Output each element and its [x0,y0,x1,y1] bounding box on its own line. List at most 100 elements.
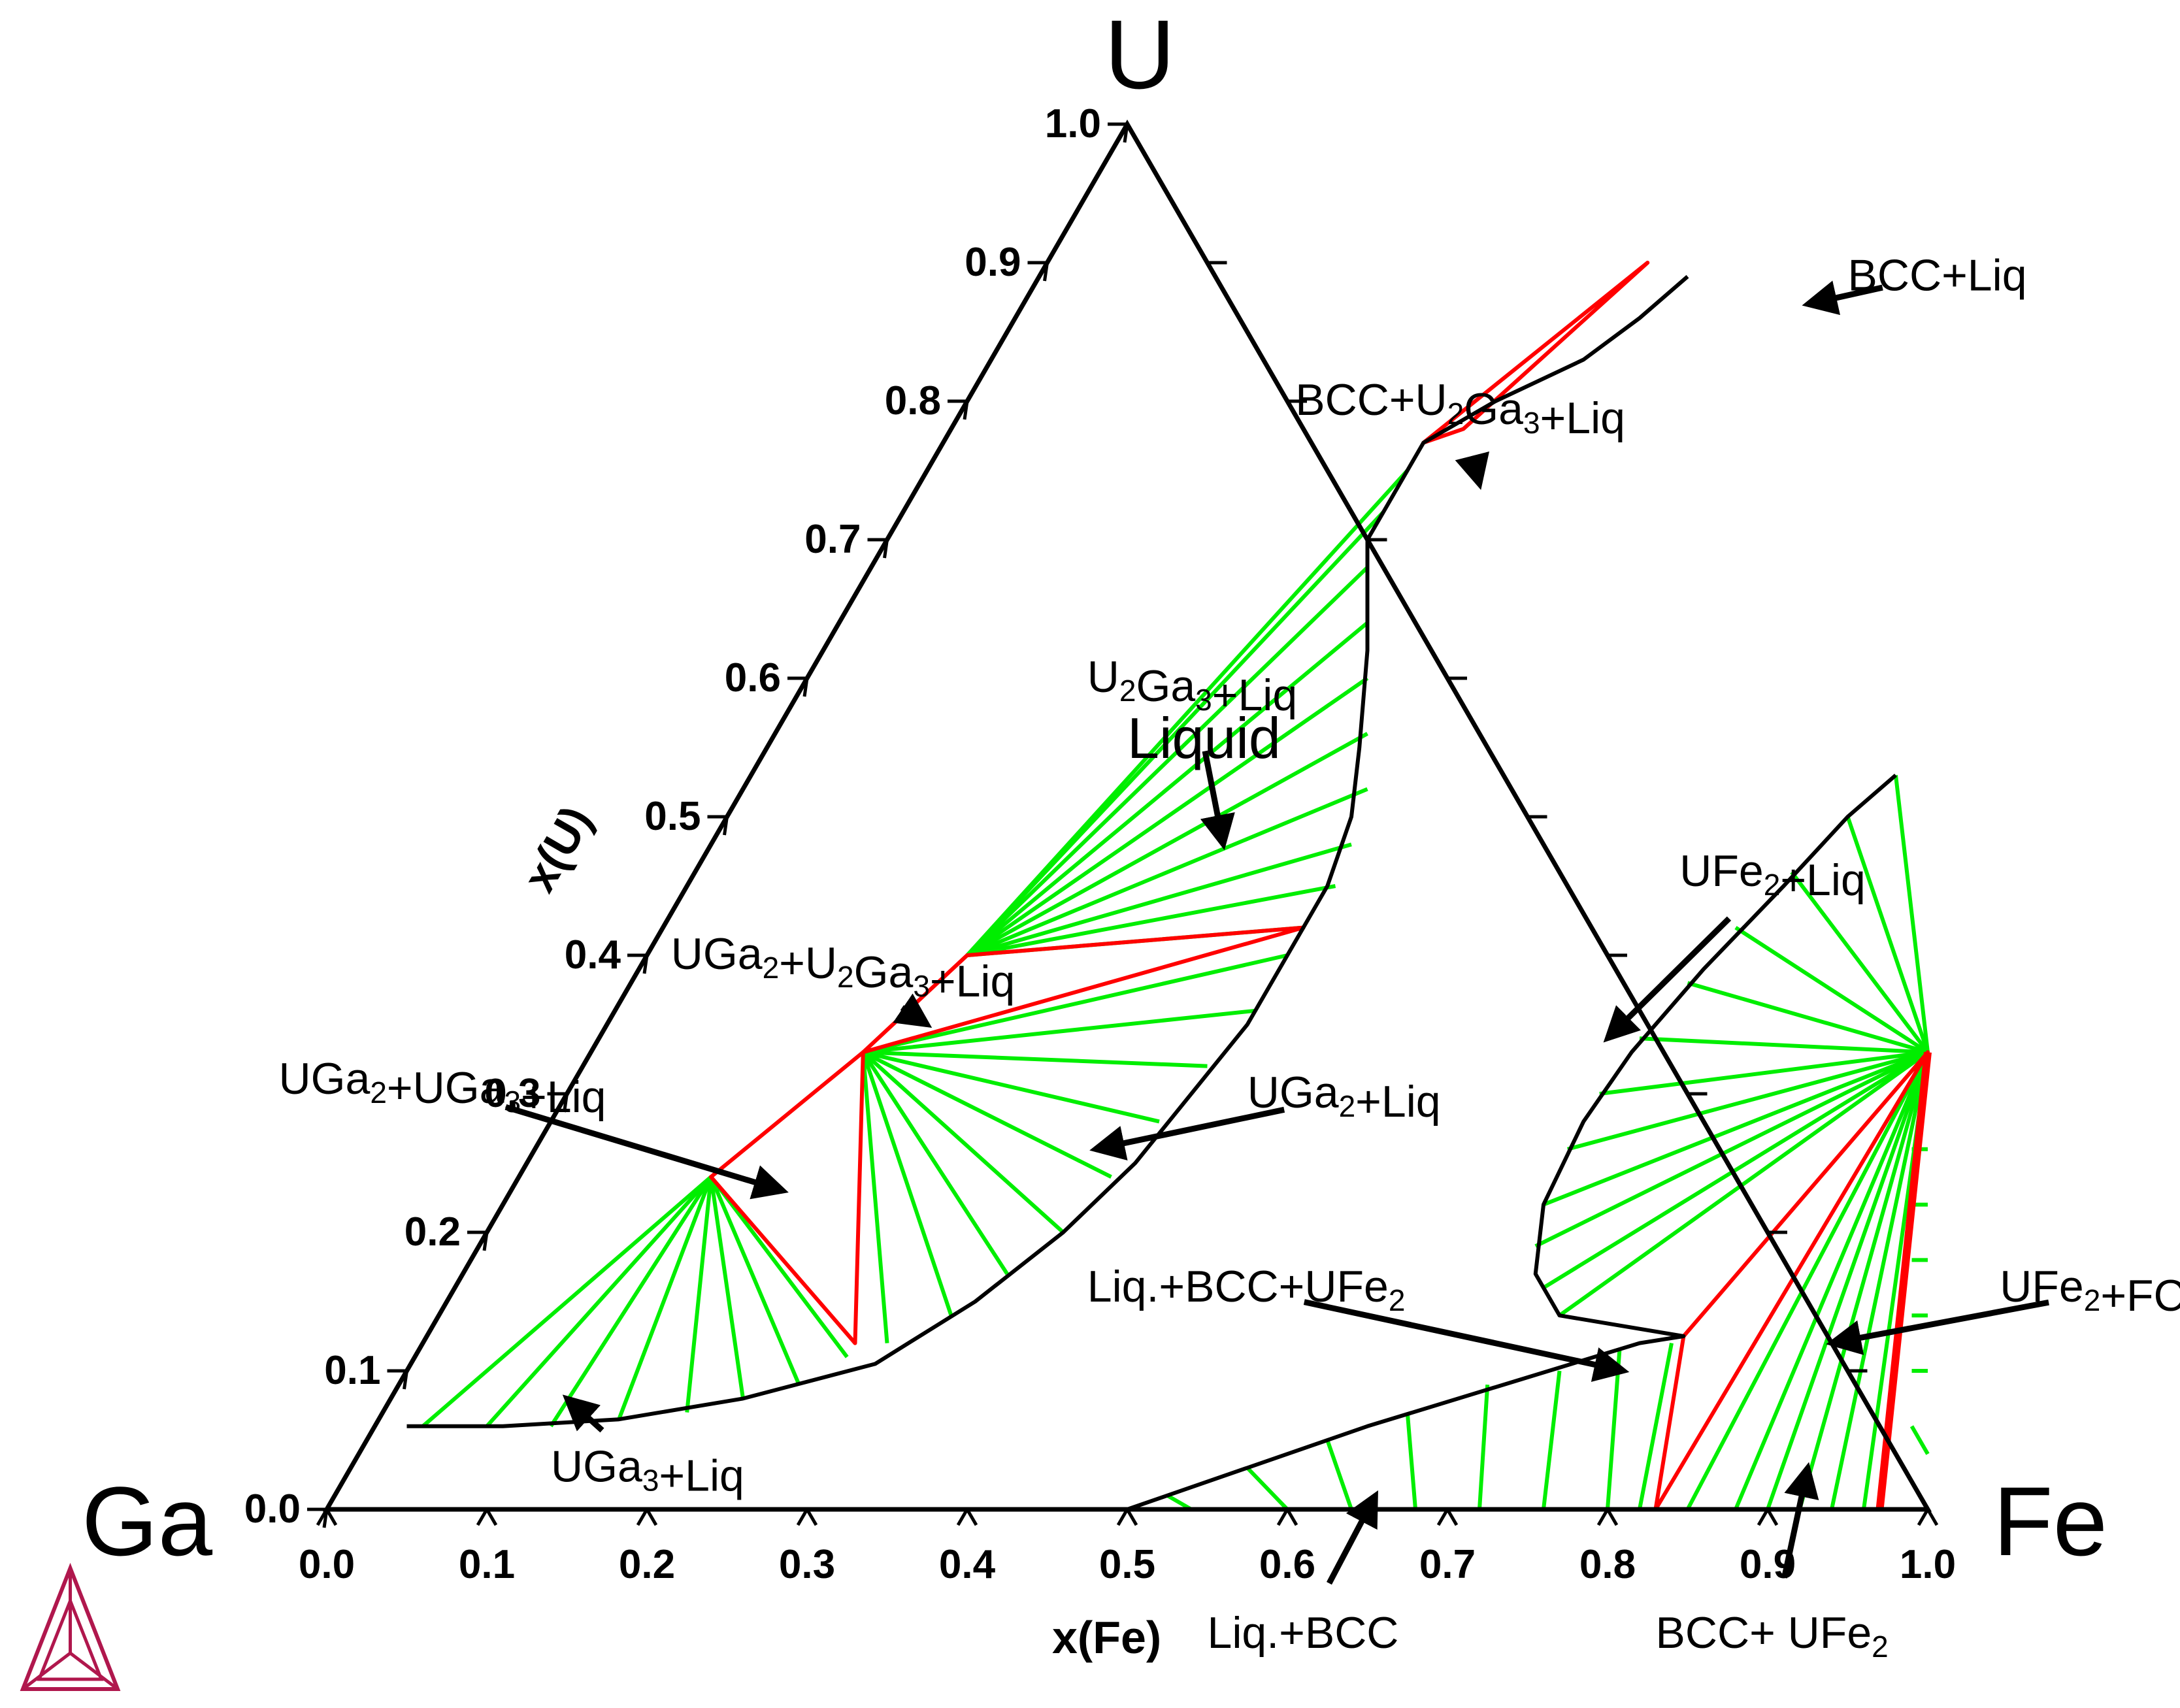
x-tick-label: 0.7 [1419,1542,1476,1587]
tie-line-ufe2-liq [1845,816,1930,1053]
tie-line-uga2-liq [861,1051,1065,1234]
three-phase-liq-bcc-ufe2 [1653,1050,1930,1511]
region-label-subscript: 3 [1195,683,1212,717]
region-label-u2ga3-liq: U2Ga3+Liq [1087,652,1297,720]
three-phase-layer [709,261,1932,1511]
x-axis-label: x(Fe) [1052,1612,1161,1663]
region-label-subscript: 3 [1523,406,1540,440]
region-label-text: +Liq [659,1451,744,1501]
tie-line-liq-bcc [1166,1494,1193,1511]
region-label-text: +U [779,938,837,988]
tie-line-uga2-liq [861,1052,889,1343]
y-tick-label: 0.0 [244,1486,301,1532]
tie-line-uga2-liq [863,1008,1256,1055]
y-tick-label: 1.0 [1045,101,1101,146]
arrow-uga2-liq [1089,1106,1285,1161]
y-tick-mark [482,1232,489,1251]
tie-line-u2ga3-liq [965,468,1409,957]
corner-label-ga: Ga [82,1466,213,1576]
arrow-u2ga3-liq [1200,750,1235,851]
region-label-subscript: 2 [1119,674,1136,708]
region-label-subscript: 2 [1389,1283,1406,1317]
region-label-subscript: 3 [642,1464,659,1498]
region-labels: BCC+LiqBCC+U2Ga3+LiqU2Ga3+LiqUGa2+U2Ga3+… [279,250,2180,1664]
tie-line-ufe2-liq [1558,1050,1929,1317]
region-label-text: Ga [854,947,914,997]
x-tick-mark [325,1508,338,1526]
region-label-text: BCC+U [1295,375,1447,425]
arrow-liq-bcc-ufe2 [1303,1299,1630,1382]
x-tick-mark [1766,1508,1779,1526]
region-label-text: UFe [1679,846,1763,896]
x-tick-label: 0.6 [1259,1542,1315,1587]
tie-line-uga2-liq [863,953,1288,1055]
tie-line-bcc-ufe2 [1734,1051,1930,1511]
x-tick-mark [1917,1508,1930,1526]
tie-line-uga2-liq [861,1051,953,1317]
x-tick-mark [1125,1508,1138,1526]
corner-label-u: U [1104,0,1175,109]
x-tick-mark [1757,1508,1770,1526]
region-label-uga3-liq: UGa3+Liq [551,1442,744,1501]
x-tick-mark [1926,1508,1939,1526]
region-label-text: U [1087,652,1119,702]
x-tick-label: 0.3 [779,1542,835,1587]
region-label-text: +Liq [521,1072,606,1122]
tie-line-uga3-liq [685,1176,713,1413]
region-label-text: BCC+ UFe [1656,1608,1872,1658]
y-tick-label: 0.8 [885,378,941,423]
tie-line-liq-bcc [1246,1466,1289,1511]
tie-line-uga3-liq [709,1175,849,1358]
arrow-bcc-u2ga3-liq [1455,451,1490,490]
tie-line-bcc-ufe2 [1766,1051,1930,1510]
x-tick-mark [485,1508,498,1526]
tie-line-ufe2-liq [1639,1036,1928,1055]
region-label-text: BCC+Liq [1848,250,2027,300]
region-label-text: UFe [2000,1262,2083,1311]
region-label-text: UGa [1247,1068,1339,1117]
tie-line-liq-bcc [1325,1439,1353,1510]
region-label-text: +Liq [1212,670,1297,720]
region-label-subscript: 3 [913,969,930,1003]
tie-line-uga2-liq [861,1051,1009,1275]
region-label-text: Ga [1136,661,1195,711]
x-tick-label: 0.1 [459,1542,515,1587]
y-tick-mark [883,539,889,559]
three-phase-ufe2-bcc-fcc [1875,1051,1932,1510]
region-label-liq-bcc-ufe2: Liq.+BCC+UFe2 [1087,1262,1406,1317]
tie-line-bcc-ufe2 [1685,1051,1930,1511]
arrow-bcc-ufe2 [1781,1462,1819,1579]
y-tick-label: 0.7 [804,517,861,562]
tie-line-ufe2-liq [1790,870,1930,1054]
tie-line-bcc-ufe2 [1798,1051,1930,1510]
x-tick-mark [1606,1508,1619,1526]
x-tick-mark [645,1508,658,1526]
tie-line-u2ga3-liq [966,884,1336,957]
liquid-region-label: Liquid [1127,706,1281,770]
label-layer: Ga Fe U x(Fe) x(U) Liquid [82,0,2107,1663]
x-tick-label: 0.4 [939,1542,996,1587]
tie-line-uga2-liq [863,1050,1208,1068]
arrow-bcc-liq [1802,280,1883,316]
y-tick-label: 0.1 [324,1348,380,1393]
y-tick-mark [1123,123,1129,143]
tie-line-uga3-liq [709,1176,745,1399]
y-tick-mark [642,955,649,974]
y-tick-mark [963,401,969,420]
tie-line-uga2-liq [862,1050,1112,1179]
tie-line-u2ga3-liq [966,787,1368,957]
region-label-bcc-liq: BCC+Liq [1848,250,2027,300]
x-tick-label: 1.0 [1900,1542,1956,1587]
region-label-text: Ga [1464,384,1523,434]
x-tick-mark [1436,1508,1449,1526]
phase-boundary-layer [406,274,1897,1511]
region-label-uga2-u2ga3-liq: UGa2+U2Ga3+Liq [671,929,1016,1006]
x-tick-mark [1276,1508,1289,1526]
region-label-text: +Liq [1355,1077,1440,1126]
x-tick-mark [636,1508,649,1526]
tie-line-uga3-liq [709,1176,801,1386]
region-label-subscript: 2 [837,960,854,994]
x-tick-mark [956,1508,969,1526]
tie-line-u2ga3-liq [966,621,1369,957]
y-tick-label: 0.6 [725,655,781,700]
